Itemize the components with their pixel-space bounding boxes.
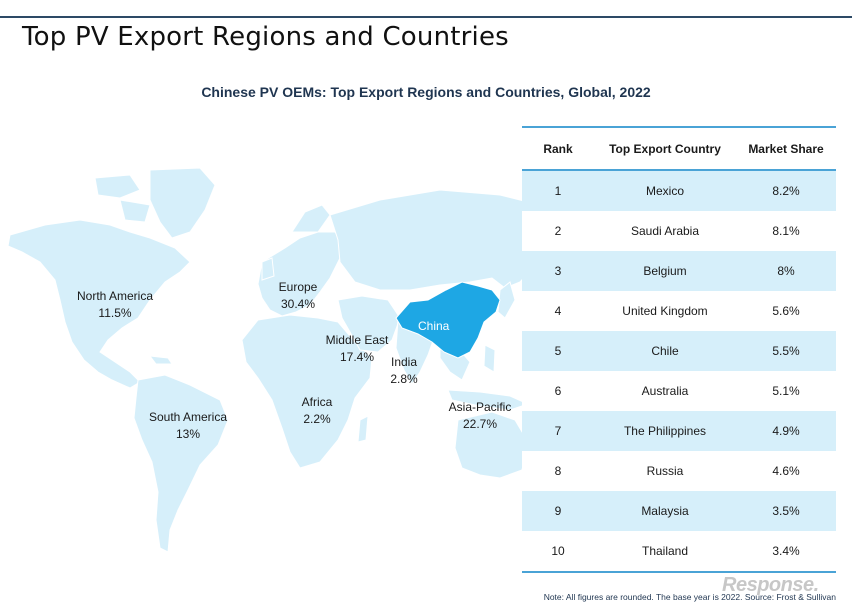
landmass-south-america (133, 374, 229, 553)
country-cell: Australia (594, 371, 736, 411)
region-value: 13% (175, 427, 201, 441)
table-row: 4 United Kingdom 5.6% (522, 291, 836, 331)
rank-cell: 4 (522, 291, 594, 331)
china-highlight (395, 281, 501, 359)
region-name: Middle East (325, 333, 389, 347)
source-note: Note: All figures are rounded. The base … (543, 592, 836, 602)
share-cell: 3.5% (736, 491, 836, 531)
country-cell: Saudi Arabia (594, 211, 736, 251)
landmass-australia (454, 411, 529, 479)
landmass-africa (241, 314, 373, 469)
landmass-arctic-islands (94, 174, 141, 199)
china-label: China (418, 319, 450, 333)
region-label-middle-east: Middle East 17.4% (318, 332, 396, 366)
table-row: 1 Mexico 8.2% (522, 170, 836, 211)
share-cell: 5.1% (736, 371, 836, 411)
rank-cell: 2 (522, 211, 594, 251)
share-cell: 4.6% (736, 451, 836, 491)
country-cell: Thailand (594, 531, 736, 573)
region-name: Asia-Pacific (448, 400, 512, 414)
rank-cell: 3 (522, 251, 594, 291)
rank-cell: 8 (522, 451, 594, 491)
landmass-north-america (7, 219, 191, 389)
region-name: South America (148, 410, 228, 424)
country-cell: Chile (594, 331, 736, 371)
landmass-arctic-islands-2 (119, 199, 151, 223)
landmass-indonesia (447, 389, 530, 411)
country-cell: Russia (594, 451, 736, 491)
export-country-table: Rank Top Export Country Market Share 1 M… (522, 126, 836, 573)
country-cell: Mexico (594, 170, 736, 211)
country-cell: Belgium (594, 251, 736, 291)
share-cell: 5.5% (736, 331, 836, 371)
landmass-europe (257, 231, 346, 317)
chart-title: Chinese PV OEMs: Top Export Regions and … (201, 84, 651, 100)
region-value: 11.5% (98, 306, 132, 320)
share-cell: 3.4% (736, 531, 836, 573)
landmass-scandinavia (291, 204, 331, 233)
top-rule (0, 16, 852, 18)
region-value: 22.7% (462, 417, 498, 431)
rank-cell: 9 (522, 491, 594, 531)
country-cell: The Philippines (594, 411, 736, 451)
rank-cell: 10 (522, 531, 594, 573)
rank-cell: 5 (522, 331, 594, 371)
region-label-africa: Africa 2.2% (292, 394, 342, 428)
column-header-share: Market Share (736, 126, 836, 171)
landmass-madagascar (357, 415, 369, 443)
rank-cell: 1 (522, 170, 594, 211)
region-label-south-america: South America 13% (140, 409, 236, 443)
table-row: 5 Chile 5.5% (522, 331, 836, 371)
region-value: 2.2% (303, 412, 331, 426)
landmass-philippines (483, 344, 496, 373)
region-name: India (390, 355, 418, 369)
rank-cell: 7 (522, 411, 594, 451)
region-value: 17.4% (339, 350, 375, 364)
table-row: 3 Belgium 8% (522, 251, 836, 291)
landmass-japan (497, 281, 516, 319)
rank-cell: 6 (522, 371, 594, 411)
region-value: 2.8% (390, 372, 418, 386)
country-cell: United Kingdom (594, 291, 736, 331)
region-label-asia-pacific: Asia-Pacific 22.7% (440, 399, 520, 433)
table-row: 9 Malaysia 3.5% (522, 491, 836, 531)
country-cell: Malaysia (594, 491, 736, 531)
region-name: Europe (278, 280, 318, 294)
region-label-north-america: North America 11.5% (68, 288, 162, 322)
column-header-country: Top Export Country (594, 126, 736, 171)
share-cell: 5.6% (736, 291, 836, 331)
region-label-india: India 2.8% (382, 354, 426, 388)
landmass-caribbean (148, 355, 173, 365)
landmass-greenland (149, 167, 216, 239)
table-row: 2 Saudi Arabia 8.1% (522, 211, 836, 251)
share-cell: 8% (736, 251, 836, 291)
table-row: 8 Russia 4.6% (522, 451, 836, 491)
region-value: 30.4% (280, 297, 316, 311)
watermark-logo: Response. (722, 574, 819, 596)
column-header-rank: Rank (522, 126, 594, 171)
region-label-europe: Europe 30.4% (266, 279, 330, 313)
landmass-uk (261, 257, 275, 281)
page-title: Top PV Export Regions and Countries (22, 22, 509, 52)
share-cell: 4.9% (736, 411, 836, 451)
table-row: 6 Australia 5.1% (522, 371, 836, 411)
region-name: Africa (301, 395, 333, 409)
landmass-middle-east (337, 295, 401, 353)
share-cell: 8.1% (736, 211, 836, 251)
table-row: 10 Thailand 3.4% (522, 531, 836, 573)
region-name: North America (76, 289, 154, 303)
table-row: 7 The Philippines 4.9% (522, 411, 836, 451)
data-table: Rank Top Export Country Market Share 1 M… (522, 126, 836, 573)
share-cell: 8.2% (736, 170, 836, 211)
table-header-row: Rank Top Export Country Market Share (522, 126, 836, 171)
